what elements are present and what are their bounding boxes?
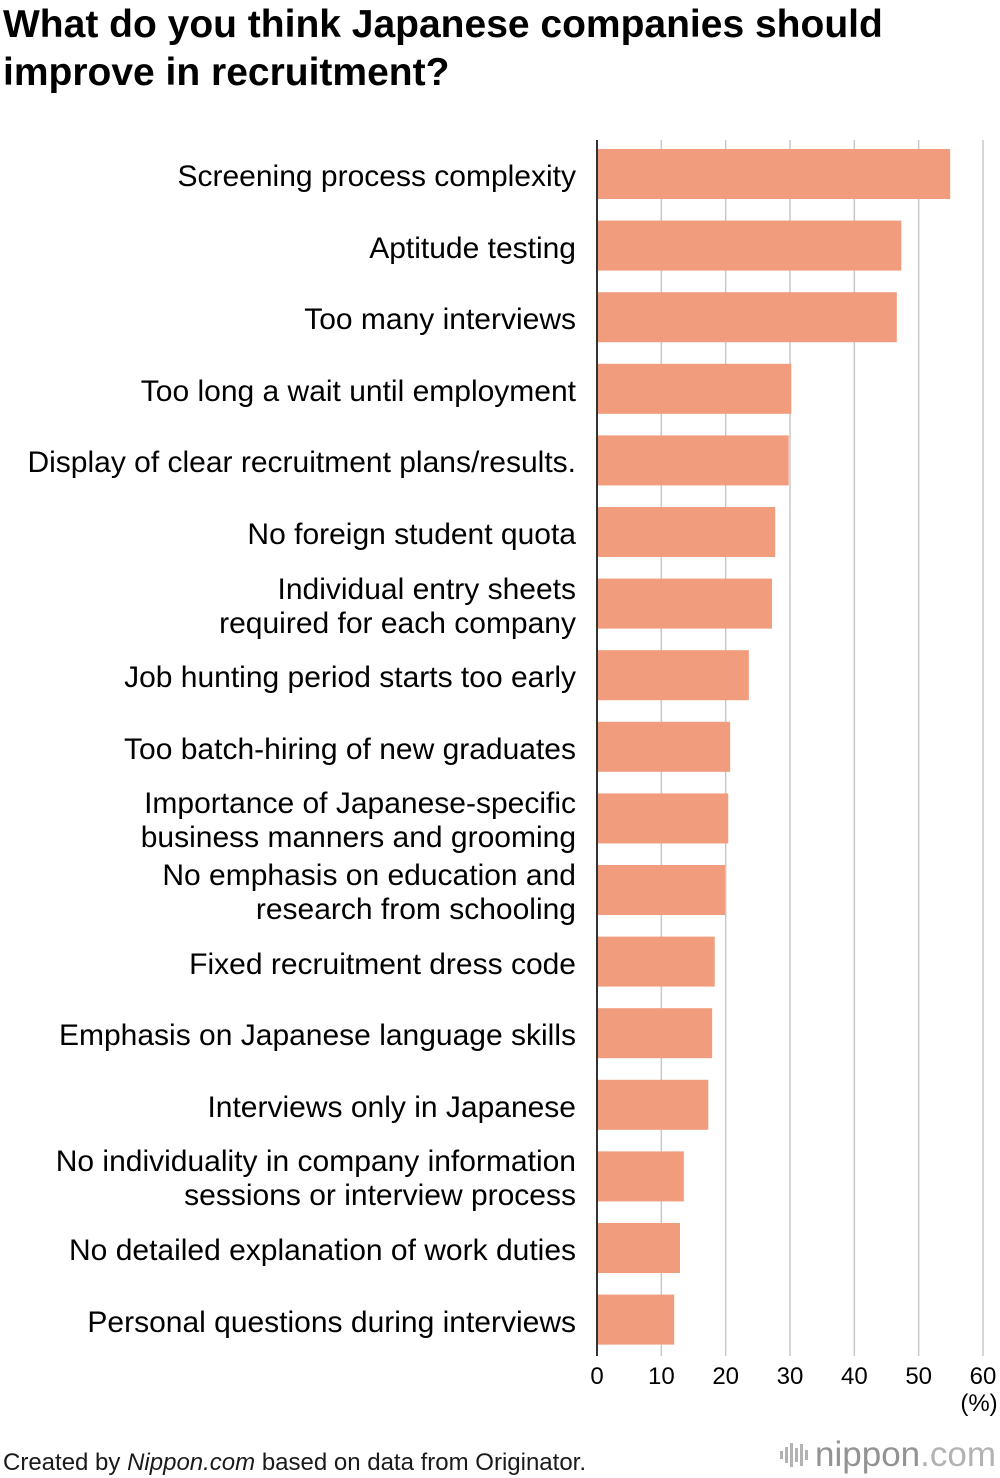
category-label-personal-questions-during-interviews: Personal questions during interviews [87,1305,576,1339]
x-tick-label-20: 20 [712,1363,739,1390]
x-tick-label-10: 10 [648,1363,675,1390]
bar-individual-entry-sheets-required-for-each-company [597,578,772,629]
category-label-no-foreign-student-quota: No foreign student quota [247,518,576,551]
logo-icon-bar [780,1451,784,1459]
category-label-emphasis-on-japanese-language-skills: Emphasis on Japanese language skills [59,1019,576,1053]
x-axis-unit: (%) [960,1390,997,1417]
bar-job-hunting-period-starts-too-early [597,650,749,701]
logo-icon-bar [790,1443,794,1467]
bar-too-batch-hiring-of-new-graduates [597,721,731,772]
category-label-no-emphasis-on-education-and-research-from-schooling: No emphasis on education and research fr… [162,859,576,926]
bar-emphasis-on-japanese-language-skills [597,1008,713,1059]
logo-name: nippon [815,1435,921,1474]
bar-no-foreign-student-quota [597,507,776,557]
bar-interviews-only-in-japanese [597,1079,709,1130]
category-label-too-many-interviews: Too many interviews [304,303,576,337]
logo-icon-bar [785,1447,789,1463]
logo-icon-bar [795,1448,799,1462]
bar-fixed-recruitment-dress-code [597,936,715,987]
logo-tld: .com [920,1435,996,1474]
logo-icon-bar [805,1450,809,1460]
category-label-too-batch-hiring-of-new-graduates: Too batch-hiring of new graduates [124,732,576,766]
bar-no-individuality-in-company-information-sessions-or-interview-process [597,1151,684,1202]
bar-importance-of-japanese-specific-business-manners-and-grooming [597,793,729,844]
category-label-importance-of-japanese-specific-business-manners-and-grooming: Importance of Japanese-specific business… [140,787,576,855]
category-label-aptitude-testing: Aptitude testing [369,231,576,265]
credit-prefix: Created by [3,1449,121,1476]
sound-wave-icon [780,1443,809,1467]
category-label-interviews-only-in-japanese: Interviews only in Japanese [207,1090,576,1124]
bar-aptitude-testing [597,220,902,271]
chart-title: What do you think Japanese companies sho… [3,3,883,94]
category-label-display-of-clear-recruitment-plans-results: Display of clear recruitment plans/resul… [27,446,576,480]
category-label-no-individuality-in-company-information-sessions-or-interview-process: No individuality in company information … [55,1145,576,1213]
x-tick-label-50: 50 [905,1363,932,1390]
category-label-individual-entry-sheets-required-for-each-company: Individual entry sheets required for eac… [219,572,576,640]
credit-suffix: based on data from Originator. [261,1449,586,1476]
bar-personal-questions-during-interviews [597,1294,675,1345]
category-label-too-long-a-wait-until-employment: Too long a wait until employment [140,374,576,408]
x-tick-label-60: 60 [970,1363,997,1390]
bar-screening-process-complexity [597,149,951,199]
category-label-fixed-recruitment-dress-code: Fixed recruitment dress code [189,947,576,981]
x-tick-label-40: 40 [841,1363,868,1390]
logo-icon-bar [800,1444,804,1466]
bar-no-detailed-explanation-of-work-duties [597,1223,680,1273]
x-tick-label-0: 0 [590,1363,603,1390]
bar-too-many-interviews [597,292,897,343]
x-tick-label-30: 30 [777,1363,804,1390]
bar-too-long-a-wait-until-employment [597,363,792,414]
category-label-job-hunting-period-starts-too-early: Job hunting period starts too early [124,661,576,695]
category-label-screening-process-complexity: Screening process complexity [177,160,576,193]
credit-source-name: Nippon.com [127,1449,256,1476]
nippon-logo: nippon .com [779,1433,996,1477]
source-credit: Created by Nippon.com based on data from… [3,1449,586,1477]
bar-display-of-clear-recruitment-plans-results [597,435,789,486]
bar-no-emphasis-on-education-and-research-from-schooling [597,865,726,915]
category-label-no-detailed-explanation-of-work-duties: No detailed explanation of work duties [69,1234,576,1267]
